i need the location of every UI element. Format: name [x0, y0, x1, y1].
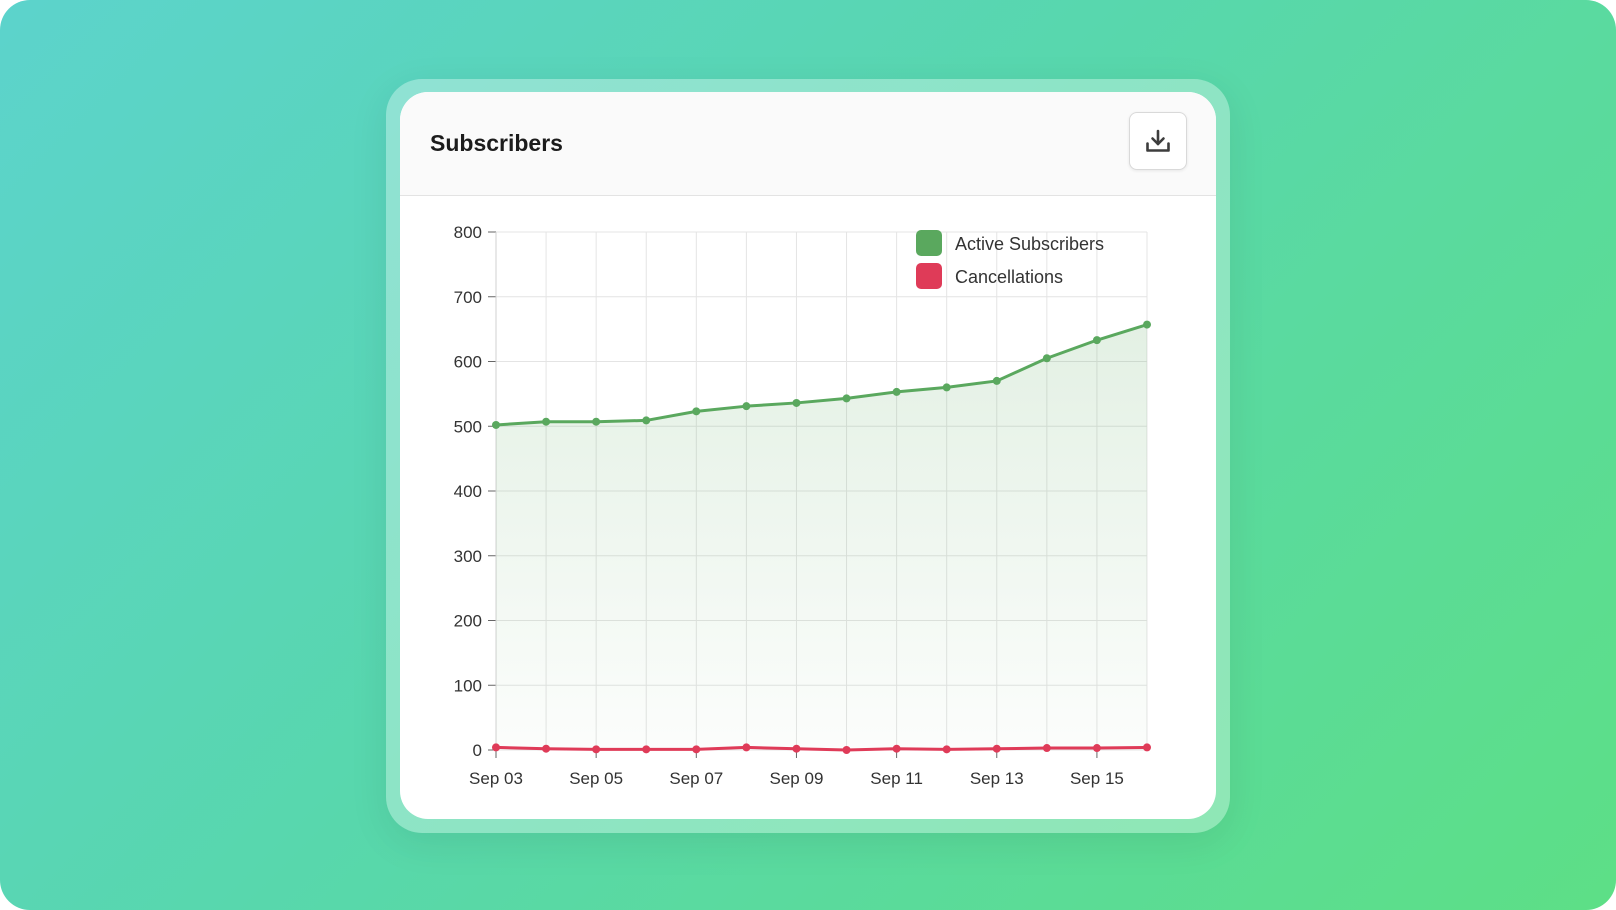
active-subscribers-line	[494, 323, 1149, 427]
y-tick-label: 400	[454, 482, 482, 501]
download-button[interactable]	[1129, 112, 1187, 170]
x-tick-label: Sep 05	[569, 769, 623, 788]
active-subscribers-point	[1143, 320, 1151, 329]
y-tick-label: 0	[473, 741, 482, 760]
cancellations-point	[892, 744, 901, 753]
active-subscribers-point	[792, 398, 801, 407]
cancellations-point	[742, 743, 751, 752]
active-subscribers-point	[942, 383, 951, 392]
active-subscribers-point	[742, 402, 751, 411]
active-subscribers-area	[496, 324, 1147, 750]
chart-legend: Active Subscribers Cancellations	[916, 230, 1104, 289]
active-subscribers-point	[992, 376, 1001, 385]
y-tick-label: 700	[454, 288, 482, 307]
cancellations-point	[842, 746, 851, 754]
chart-axes: 0 100 200 300 400 500 600 700 800 Sep 03 Sep 05 Sep…	[454, 223, 1124, 788]
legend-swatch	[916, 263, 942, 289]
active-subscribers-point	[1092, 336, 1101, 345]
cancellations-point	[942, 745, 951, 754]
active-subscribers-point	[842, 394, 851, 403]
x-tick-label: Sep 11	[870, 769, 923, 788]
cancellations-point	[592, 745, 601, 754]
subscribers-chart: 0 100 200 300 400 500 600 700 800 Sep 03 Sep 05 Sep…	[454, 223, 1151, 788]
active-subscribers-point	[892, 387, 901, 396]
active-subscribers-point	[1042, 354, 1051, 363]
y-tick-label: 300	[454, 547, 482, 566]
y-tick-label: 500	[454, 417, 482, 436]
chart-series	[492, 320, 1151, 754]
cancellations-point	[792, 744, 801, 753]
card-header: Subscribers	[400, 92, 1216, 196]
y-tick-label: 600	[454, 353, 482, 372]
x-tick-label: Sep 15	[1070, 769, 1124, 788]
active-subscribers-point	[492, 420, 500, 429]
cancellations-point	[1042, 744, 1051, 753]
active-subscribers-point	[592, 417, 601, 426]
cancellations-point	[992, 744, 1001, 753]
y-tick-label: 100	[454, 676, 482, 695]
card-title: Subscribers	[430, 130, 563, 156]
active-subscribers-point	[542, 417, 551, 426]
cancellations-point	[1143, 743, 1151, 752]
y-tick-label: 200	[454, 612, 482, 631]
legend-swatch	[916, 230, 942, 256]
legend-label: Active Subscribers	[955, 234, 1104, 254]
legend-label: Cancellations	[955, 267, 1063, 287]
cancellations-point	[642, 745, 651, 754]
x-tick-label: Sep 07	[669, 769, 723, 788]
cancellations-point	[1092, 744, 1101, 753]
active-subscribers-point	[642, 416, 651, 425]
cancellations-point	[692, 745, 701, 754]
x-tick-label: Sep 03	[469, 769, 523, 788]
download-icon	[1146, 129, 1170, 152]
x-tick-label: Sep 13	[970, 769, 1024, 788]
cancellations-point	[542, 744, 551, 753]
subscribers-card: Subscribers 0 100 200 300 400 500 600 700 800 Sep…	[400, 92, 1216, 819]
x-tick-label: Sep 09	[770, 769, 824, 788]
cancellations-line	[494, 745, 1149, 752]
active-subscribers-point	[692, 407, 701, 416]
y-tick-label: 800	[454, 223, 482, 242]
cancellations-point	[492, 743, 500, 752]
